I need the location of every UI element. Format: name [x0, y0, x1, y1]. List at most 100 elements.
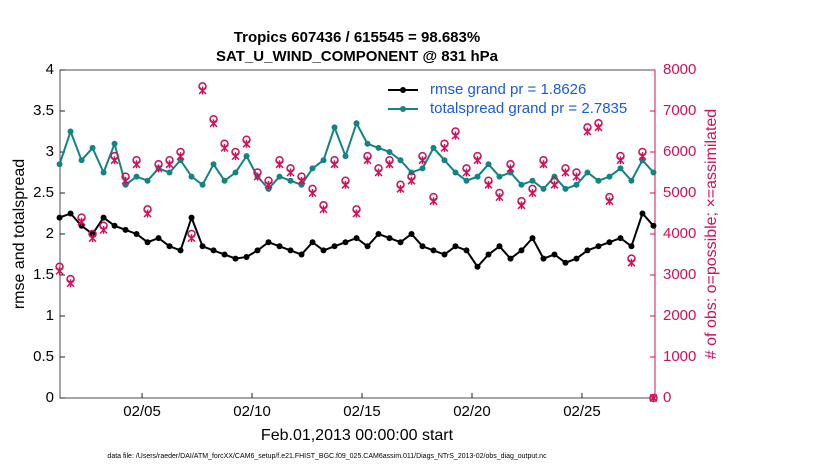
obs-assimilated	[187, 234, 196, 243]
point	[188, 173, 195, 180]
point	[177, 247, 184, 254]
obs-assimilated	[572, 172, 581, 181]
point	[320, 247, 327, 254]
point	[430, 144, 437, 151]
footnote: data file: /Users/raeder/DAI/ATM_forcXX/…	[107, 453, 547, 460]
obs-assimilated	[638, 152, 647, 161]
point	[584, 247, 591, 254]
point	[650, 222, 657, 229]
point	[287, 247, 294, 254]
point	[309, 165, 316, 172]
point	[221, 251, 228, 258]
obs-assimilated	[165, 160, 174, 169]
obs-assimilated	[583, 127, 592, 136]
obs-assimilated	[55, 266, 64, 275]
point	[617, 235, 624, 242]
obs-assimilated	[627, 258, 636, 267]
obs-assimilated	[594, 123, 603, 132]
point	[122, 226, 129, 233]
point	[573, 181, 580, 188]
obs-assimilated	[121, 176, 130, 185]
point	[254, 247, 261, 254]
point	[67, 210, 74, 217]
point	[331, 243, 338, 250]
point	[210, 161, 217, 168]
point	[650, 169, 657, 176]
point	[199, 181, 206, 188]
obs-assimilated	[407, 176, 416, 185]
point	[595, 177, 602, 184]
x-tick-label: 02/25	[563, 403, 601, 420]
y-tick-label: 3.5	[33, 102, 54, 119]
y2-tick-label: 8000	[663, 61, 696, 78]
point	[210, 247, 217, 254]
obs-assimilated	[253, 172, 262, 181]
x-tick-label: 02/15	[343, 403, 381, 420]
point	[232, 169, 239, 176]
point	[89, 144, 96, 151]
point	[529, 235, 536, 242]
obs-assimilated	[231, 152, 240, 161]
obs-assimilated	[605, 197, 614, 206]
obs-assimilated	[220, 143, 229, 152]
obs-assimilated	[561, 168, 570, 177]
point	[639, 157, 646, 164]
obs-assimilated	[506, 164, 515, 173]
point	[166, 243, 173, 250]
legend-label: rmse grand pr = 1.8626	[430, 81, 586, 98]
obs-assimilated	[308, 188, 317, 198]
point	[232, 255, 239, 262]
x-tick-label: 02/10	[233, 403, 271, 420]
point	[584, 169, 591, 176]
obs-assimilated	[649, 393, 658, 403]
obs-assimilated	[374, 168, 383, 177]
legend-marker	[400, 87, 406, 93]
point	[551, 251, 558, 258]
point	[353, 120, 360, 127]
obs-assimilated	[264, 180, 273, 189]
point	[276, 173, 283, 180]
point	[474, 173, 481, 180]
point	[485, 161, 492, 168]
obs-assimilated	[198, 86, 207, 95]
point	[89, 231, 96, 237]
point	[595, 243, 602, 250]
point	[628, 177, 635, 184]
legend-label: totalspread grand pr = 2.7835	[430, 100, 627, 117]
y-tick-label: 2.5	[33, 184, 54, 201]
point	[639, 210, 646, 217]
point	[199, 243, 206, 250]
point	[606, 173, 613, 180]
point	[298, 181, 305, 188]
point	[452, 169, 459, 176]
point	[573, 255, 580, 262]
chart-title: Tropics 607436 / 615545 = 98.683%	[234, 29, 480, 46]
point	[122, 181, 129, 188]
point	[243, 153, 250, 160]
point	[397, 239, 404, 246]
obs-assimilated	[275, 160, 284, 169]
y-tick-label: 1.5	[33, 266, 54, 283]
point	[353, 235, 360, 242]
point	[177, 157, 184, 164]
point	[155, 235, 162, 242]
point	[452, 243, 459, 250]
legend-marker	[400, 106, 406, 112]
obs-assimilated	[176, 152, 185, 161]
point	[188, 214, 195, 221]
point	[441, 251, 448, 258]
point	[144, 239, 151, 246]
obs-assimilated	[209, 119, 218, 128]
obs-assimilated	[286, 168, 295, 177]
obs-assimilated	[77, 217, 86, 226]
point	[540, 185, 547, 192]
point	[606, 239, 613, 246]
obs-assimilated	[110, 156, 119, 165]
point	[628, 243, 635, 250]
obs-assimilated	[517, 201, 526, 210]
obs-assimilated	[616, 156, 625, 165]
obs-assimilated	[495, 193, 504, 202]
point	[375, 144, 382, 151]
y-tick-label: 2	[46, 225, 54, 242]
